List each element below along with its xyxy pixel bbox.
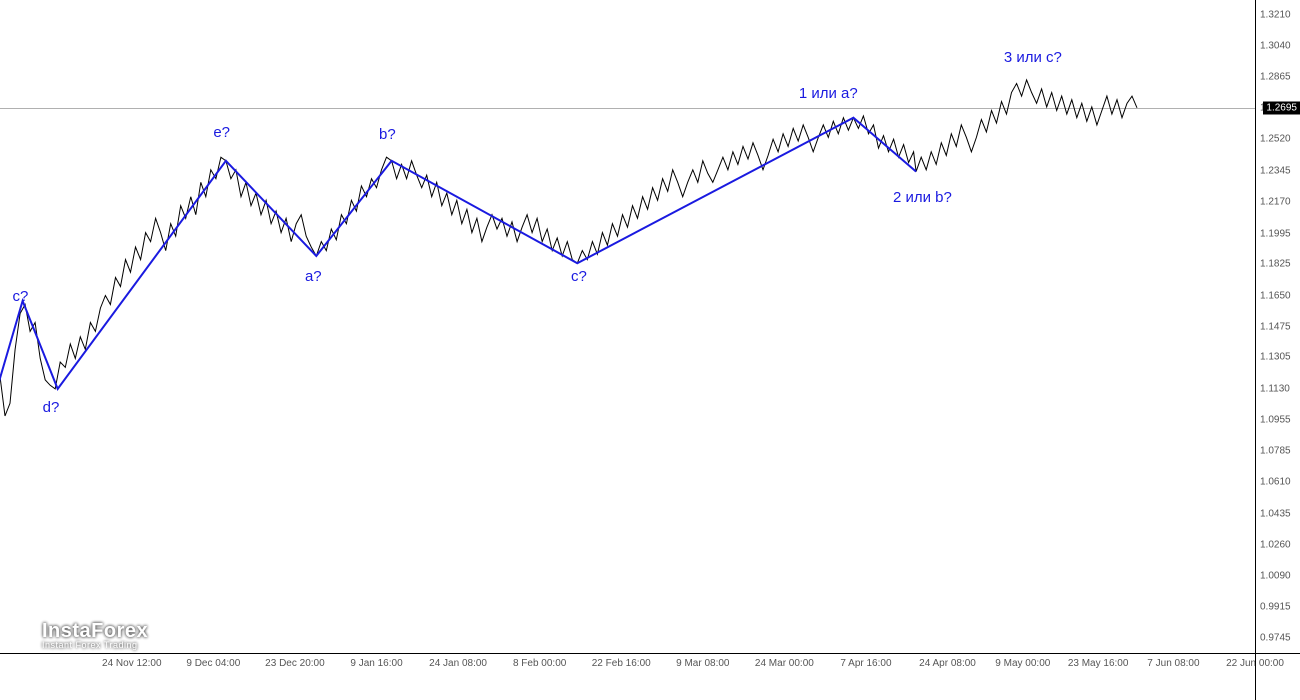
y-axis-tick: 1.1475 [1260,321,1291,332]
y-axis-tick: 1.2520 [1260,134,1291,145]
x-axis-tick: 8 Feb 00:00 [513,658,566,669]
wave-label: a? [305,268,322,285]
x-axis-tick: 7 Apr 16:00 [840,658,891,669]
y-axis-tick: 0.9915 [1260,602,1291,613]
y-axis-tick: 1.0090 [1260,570,1291,581]
y-axis-tick: 1.0785 [1260,445,1291,456]
y-axis-tick: 1.2345 [1260,165,1291,176]
y-axis-tick: 1.1825 [1260,259,1291,270]
x-axis-tick: 9 May 00:00 [995,658,1050,669]
wave-label: d? [43,399,60,416]
watermark-brand: InstaForex [42,621,148,641]
y-axis: 1.2695 1.32101.30401.28651.26951.25201.2… [1255,0,1300,653]
wave-label: 1 или a? [799,85,858,102]
wave-label: e? [213,124,230,141]
x-axis-tick: 9 Dec 04:00 [186,658,240,669]
y-axis-tick: 1.1305 [1260,352,1291,363]
x-axis-tick: 24 Nov 12:00 [102,658,162,669]
current-price-value: 1.2695 [1266,102,1297,113]
wave-label: 2 или b? [893,189,952,206]
x-axis-tick: 23 Dec 20:00 [265,658,325,669]
y-axis-tick: 0.9745 [1260,632,1291,643]
x-axis-tick: 9 Mar 08:00 [676,658,729,669]
x-axis-tick: 24 Jan 08:00 [429,658,487,669]
y-axis-tick: 1.2865 [1260,72,1291,83]
x-axis-tick: 24 Apr 08:00 [919,658,976,669]
chart-plot-area[interactable]: c? d? e? a? b? c? 1 или a? 2 или b? 3 или c? [0,0,1255,653]
x-axis: 24 Nov 12:00 9 Dec 04:00 23 Dec 20:00 9 Jan… [0,653,1255,700]
y-axis-tick: 1.0955 [1260,415,1291,426]
watermark-tagline: Instant Forex Trading [42,641,148,650]
y-axis-tick: 1.3210 [1260,10,1291,21]
wave-label: 3 или c? [1004,49,1062,66]
axis-corner [1255,653,1300,700]
y-axis-tick: 1.0610 [1260,477,1291,488]
x-axis-tick: 24 Mar 00:00 [755,658,814,669]
elliott-wave-line [0,118,916,422]
y-axis-tick: 1.1995 [1260,228,1291,239]
x-axis-tick: 7 Jun 08:00 [1147,658,1199,669]
wave-label: b? [379,126,396,143]
y-axis-tick: 1.0435 [1260,508,1291,519]
y-axis-tick: 1.1650 [1260,290,1291,301]
y-axis-tick: 1.2170 [1260,197,1291,208]
y-axis-tick: 1.1130 [1260,383,1290,394]
y-axis-tick: 1.3040 [1260,40,1291,51]
current-price-label: 1.2695 [1263,101,1300,114]
wave-label: c? [13,288,29,305]
watermark: InstaForex Instant Forex Trading [6,620,148,650]
x-axis-tick: 9 Jan 16:00 [350,658,402,669]
forex-chart-container: c? d? e? a? b? c? 1 или a? 2 или b? 3 или c? 1.2… [0,0,1300,700]
instaforex-logo-icon [6,620,36,650]
y-axis-tick: 1.0260 [1260,540,1291,551]
x-axis-tick: 22 Feb 16:00 [592,658,651,669]
x-axis-tick: 23 May 16:00 [1068,658,1129,669]
wave-lines-svg [0,0,1255,653]
wave-label: c? [571,268,587,285]
